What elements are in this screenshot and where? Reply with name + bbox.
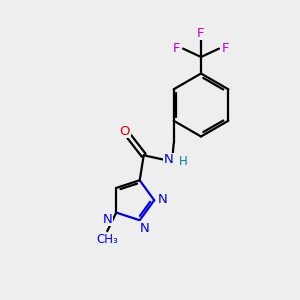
Text: O: O <box>120 125 130 138</box>
Text: F: F <box>222 42 230 55</box>
Text: N: N <box>158 193 167 206</box>
Text: CH₃: CH₃ <box>96 233 118 246</box>
Text: F: F <box>197 26 205 40</box>
Text: H: H <box>179 155 188 168</box>
Text: N: N <box>103 213 113 226</box>
Text: N: N <box>139 222 149 235</box>
Text: N: N <box>164 153 173 166</box>
Text: F: F <box>173 42 180 55</box>
